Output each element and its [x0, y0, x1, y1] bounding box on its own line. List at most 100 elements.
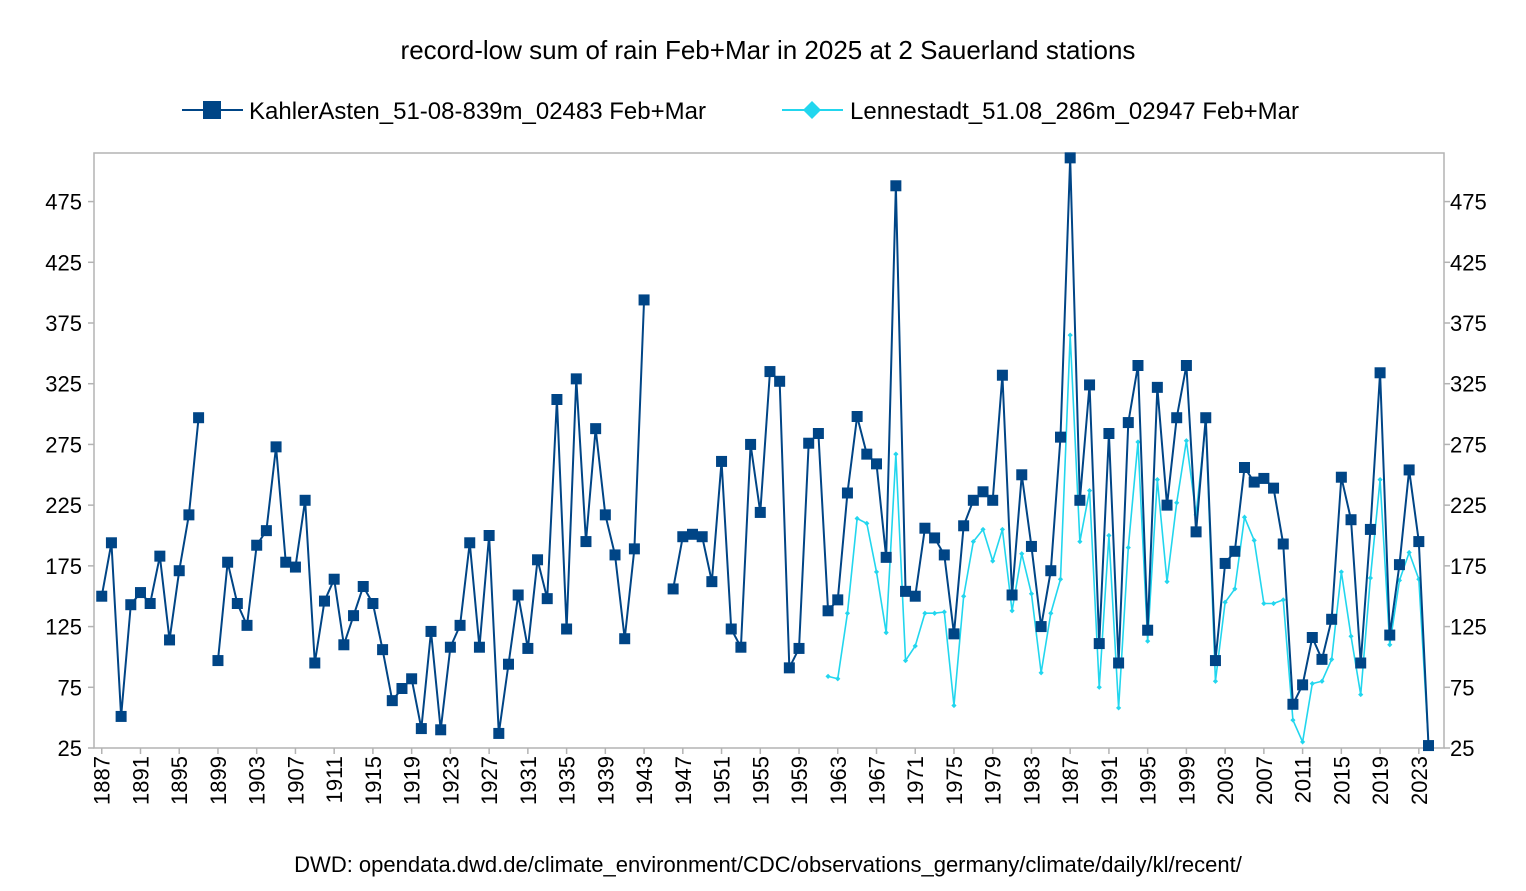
data-point	[1261, 600, 1267, 607]
data-point	[980, 526, 986, 533]
x-tick-label: 1927	[477, 756, 502, 805]
data-point	[1367, 575, 1373, 581]
data-point	[154, 550, 166, 562]
data-point	[832, 594, 844, 606]
y-tick-label-left: 475	[45, 190, 82, 215]
data-point	[1239, 462, 1251, 473]
data-point	[435, 724, 447, 736]
y-tick-label-right: 125	[1450, 615, 1487, 640]
data-point	[1423, 740, 1435, 752]
data-point	[864, 520, 870, 526]
data-point	[1074, 494, 1086, 506]
x-tick-label: 1899	[206, 756, 231, 805]
data-point	[774, 375, 786, 387]
data-point	[280, 556, 292, 568]
x-tick-label: 2015	[1329, 756, 1354, 805]
data-point	[1232, 586, 1238, 592]
data-point	[822, 605, 834, 617]
data-point	[1393, 559, 1405, 571]
data-point	[870, 458, 882, 470]
y-tick-label-left: 275	[45, 432, 82, 457]
x-tick-label: 1943	[632, 756, 657, 805]
data-point	[873, 569, 880, 575]
data-point	[793, 642, 805, 654]
data-point	[1316, 653, 1328, 665]
data-point	[1135, 439, 1141, 445]
data-point	[251, 539, 263, 551]
data-point	[1229, 545, 1241, 557]
data-point	[522, 642, 534, 654]
data-point	[1028, 591, 1035, 597]
x-tick-label: 2011	[1291, 756, 1316, 803]
y-tick-label-right: 175	[1450, 554, 1487, 579]
data-point	[716, 455, 728, 467]
data-point	[377, 644, 389, 656]
data-point	[125, 599, 137, 611]
data-point	[406, 673, 418, 685]
data-point	[941, 609, 947, 615]
x-tick-label: 1911	[322, 756, 347, 803]
data-point	[1345, 514, 1357, 526]
data-point	[1057, 576, 1064, 582]
data-point	[1180, 360, 1192, 371]
x-tick-label: 2003	[1213, 756, 1238, 805]
data-point	[948, 628, 960, 640]
data-point	[1258, 472, 1270, 484]
data-point	[1113, 657, 1125, 669]
x-tick-label: 1895	[167, 756, 192, 805]
data-point	[1106, 532, 1112, 539]
data-point	[919, 522, 931, 534]
data-point	[1403, 464, 1415, 476]
data-point	[1280, 597, 1286, 603]
legend-label-kahlerasten: KahlerAsten_51-08-839m_02483 Feb+Mar	[249, 98, 706, 125]
data-point	[883, 630, 889, 636]
data-point	[1329, 656, 1335, 662]
data-point	[961, 593, 967, 599]
data-point	[996, 369, 1008, 381]
data-point	[1164, 579, 1170, 585]
data-point	[338, 639, 350, 651]
data-point	[638, 294, 650, 306]
data-point	[1377, 477, 1383, 483]
data-point	[173, 565, 185, 577]
data-point	[1306, 632, 1318, 643]
data-point	[1270, 600, 1277, 607]
data-point	[1335, 471, 1347, 483]
legend-item-lennestadt: Lennestadt_51.08_286m_02947 Feb+Mar	[782, 98, 1299, 125]
y-tick-label-right: 75	[1450, 675, 1474, 700]
data-point	[1396, 577, 1403, 584]
data-point	[938, 549, 950, 561]
data-point	[987, 494, 999, 506]
data-point	[1297, 679, 1309, 691]
x-axis: 1887 1891 1895 1899 1903 1907 1911 1915 1919 1923…	[90, 748, 1432, 805]
data-point	[561, 623, 573, 635]
y-tick-label-left: 325	[45, 372, 82, 397]
data-point	[473, 641, 485, 653]
data-point	[1009, 608, 1015, 614]
data-point	[493, 727, 505, 739]
y-tick-label-right: 425	[1450, 250, 1487, 275]
data-point	[415, 723, 427, 735]
data-point	[1251, 537, 1257, 543]
data-point	[1384, 629, 1396, 641]
data-point	[1219, 557, 1231, 569]
data-point	[1096, 684, 1102, 690]
x-tick-label: 2019	[1368, 756, 1393, 805]
data-point	[1212, 678, 1219, 684]
data-point	[289, 561, 301, 573]
y-tick-label-left: 375	[45, 311, 82, 336]
data-point	[1045, 565, 1057, 577]
data-point	[929, 532, 941, 544]
data-point	[958, 520, 970, 532]
data-point	[512, 589, 524, 601]
data-point	[580, 536, 592, 548]
y-tick-label-left: 25	[58, 736, 82, 761]
x-tick-label: 1979	[981, 756, 1006, 805]
data-point	[396, 683, 408, 694]
data-point	[1038, 670, 1044, 676]
data-point	[1151, 381, 1163, 393]
data-point	[1348, 633, 1354, 639]
data-point	[1364, 523, 1376, 535]
data-point	[999, 526, 1005, 533]
